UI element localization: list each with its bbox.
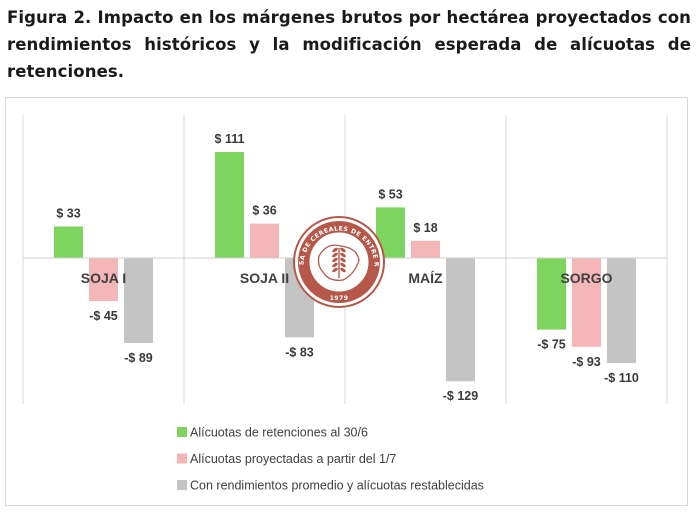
data-label: -$ 110: [604, 371, 639, 385]
bar-soja-i-series-2: [89, 258, 118, 301]
bolsa-cereales-seal-watermark: BOLSA DE CEREALES DE ENTRE RÍOS1979: [0, 0, 385, 308]
category-label: SOJA I: [81, 270, 126, 286]
bar-soja-i-series-1: [54, 226, 83, 258]
bar-soja-ii-series-1: [215, 151, 244, 258]
data-label: -$ 83: [285, 345, 314, 359]
legend-swatch: [177, 480, 187, 490]
bar-maíz-series-3: [446, 258, 475, 382]
category-label: MAÍZ: [408, 270, 443, 286]
data-label: $ 53: [378, 187, 402, 201]
legend-entry: Con rendimientos promedio y alícuotas re…: [190, 479, 484, 493]
legend-swatch: [177, 453, 187, 464]
data-label: -$ 45: [89, 309, 118, 323]
data-label: $ 33: [56, 206, 80, 220]
data-label: $ 111: [215, 132, 245, 146]
data-label: $ 18: [413, 221, 437, 235]
data-label: -$ 75: [537, 338, 566, 352]
svg-text:1979: 1979: [330, 295, 349, 302]
bar-sorgo-series-2: [572, 258, 601, 347]
category-label: SOJA II: [240, 270, 289, 286]
data-label: -$ 89: [124, 351, 153, 365]
bar-sorgo-series-1: [537, 258, 566, 330]
legend-entry: Alícuotas proyectadas a partir del 1/7: [190, 452, 396, 466]
data-label: -$ 93: [572, 355, 601, 369]
figure-caption: Figura 2. Impacto en los márgenes brutos…: [7, 8, 691, 81]
legend-swatch: [177, 427, 187, 437]
bar-maíz-series-2: [411, 240, 440, 258]
bar-soja-i-series-3: [124, 258, 153, 343]
bar-soja-ii-series-2: [250, 223, 279, 258]
bar-sorgo-series-3: [607, 258, 636, 364]
legend-entry: Alícuotas de retenciones al 30/6: [190, 426, 368, 440]
data-label: $ 36: [252, 204, 276, 218]
category-label: SORGO: [560, 270, 612, 286]
data-label: -$ 129: [443, 389, 478, 403]
